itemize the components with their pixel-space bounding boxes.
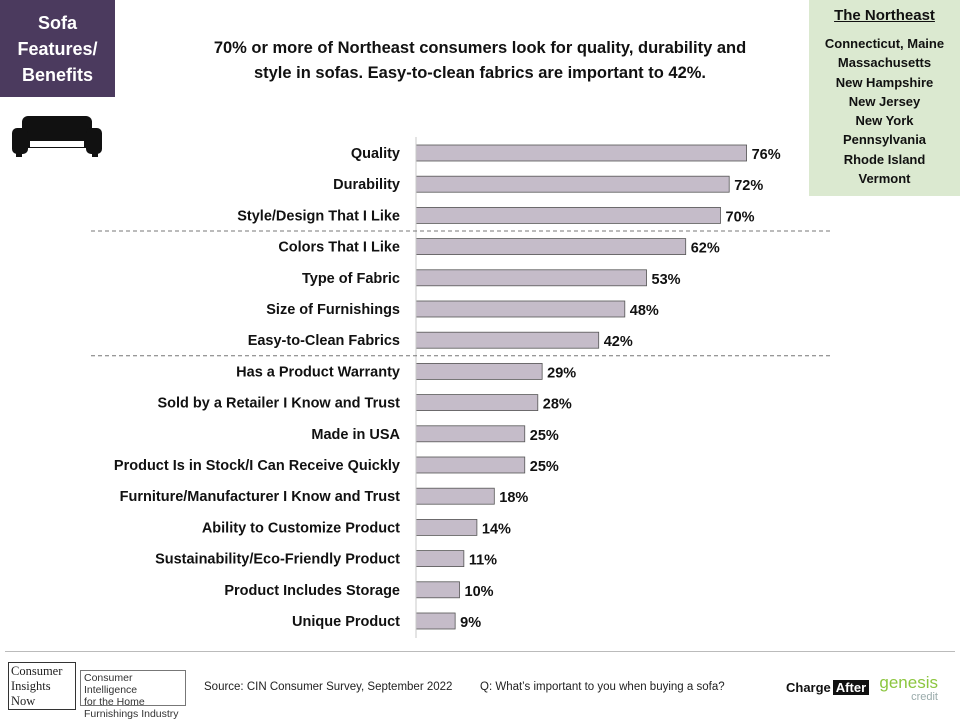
chargeafter-logo: Charge After — [786, 680, 870, 695]
category-label: Ability to Customize Product — [202, 520, 400, 536]
value-label: 14% — [482, 521, 511, 537]
category-label: Durability — [333, 177, 400, 193]
genesis-logo-part: genesis — [879, 673, 938, 692]
category-label: Colors That I Like — [278, 240, 400, 256]
region-state: Massachusetts — [837, 55, 932, 71]
region-state: Rhode Island — [843, 151, 926, 167]
source-note: Source: CIN Consumer Survey, September 2… — [204, 681, 453, 693]
category-label: Sold by a Retailer I Know and Trust — [157, 396, 400, 412]
genesis-logo: genesis credit — [876, 674, 938, 703]
bar — [415, 519, 478, 536]
category-label: Easy-to-Clean Fabrics — [248, 333, 400, 349]
value-label: 10% — [465, 584, 494, 600]
bar — [415, 487, 495, 505]
value-label: 70% — [726, 209, 755, 225]
region-state: Pennsylvania — [842, 132, 927, 148]
value-label: 25% — [530, 459, 559, 475]
value-label: 72% — [734, 178, 763, 194]
headline-line: style in sofas. Easy-to-clean fabrics ar… — [253, 64, 707, 82]
cin-logo-line: Consumer — [11, 664, 63, 678]
sofa-icon — [12, 116, 102, 157]
category-label: Size of Furnishings — [266, 302, 400, 318]
category-label: Quality — [351, 146, 400, 162]
chargeafter-logo-part: Charge — [786, 680, 831, 695]
page-title: 70% or more of Northeast consumers look … — [160, 36, 800, 86]
value-label: 53% — [652, 272, 681, 288]
value-label: 42% — [604, 334, 633, 350]
value-label: 29% — [547, 365, 576, 381]
section-tag-line: Benefits — [21, 64, 93, 85]
region-state: Vermont — [858, 171, 911, 187]
category-label: Type of Fabric — [302, 271, 400, 287]
category-label: Made in USA — [311, 427, 400, 443]
section-tag-line: Sofa — [37, 12, 77, 33]
section-tag-line: Features/ — [17, 38, 98, 59]
bar — [415, 550, 465, 567]
bar — [415, 362, 543, 380]
headline-line: 70% or more of Northeast consumers look … — [213, 39, 747, 57]
cin-tagline: Consumer Intelligence for the Home Furni… — [80, 670, 186, 720]
cin-tagline-line: for the Home — [84, 696, 145, 708]
chargeafter-logo-part: After — [832, 680, 870, 695]
region-state: Connecticut, Maine — [824, 36, 945, 51]
value-label: 9% — [460, 615, 481, 631]
section-tag: Sofa Features/ Benefits — [0, 0, 115, 97]
category-label: Unique Product — [292, 614, 400, 630]
bar — [415, 394, 539, 412]
region-state-list: Connecticut, Maine Massachusetts New Ham… — [809, 34, 960, 188]
value-label: 25% — [530, 428, 559, 444]
bar — [415, 581, 460, 599]
value-label: 11% — [469, 553, 497, 569]
bar — [415, 206, 721, 224]
bar — [415, 456, 526, 474]
region-box: The Northeast Connecticut, Maine Massach… — [809, 0, 960, 196]
bar — [415, 269, 647, 287]
category-label: Furniture/Manufacturer I Know and Trust — [120, 489, 401, 505]
value-label: 62% — [691, 241, 720, 257]
cin-tagline-line: Furnishings Industry — [84, 708, 179, 720]
bar — [415, 331, 600, 349]
region-state: New Hampshire — [835, 74, 934, 90]
category-label: Product Includes Storage — [224, 583, 400, 599]
bar — [415, 425, 526, 443]
footer-divider — [5, 651, 955, 652]
region-state: New Jersey — [848, 93, 921, 109]
bar — [415, 612, 456, 630]
bar — [415, 175, 730, 193]
cin-logo-line: Insights — [11, 679, 51, 693]
bar — [415, 144, 748, 162]
value-label: 48% — [630, 303, 659, 319]
cin-logo-line: Now — [11, 694, 36, 708]
category-label: Style/Design That I Like — [237, 208, 400, 224]
value-label: 28% — [543, 397, 572, 413]
value-label: 76% — [752, 147, 781, 163]
value-label: 18% — [499, 490, 528, 506]
bar — [415, 238, 687, 256]
category-label: Has a Product Warranty — [236, 364, 400, 380]
bar-chart: Quality 76% Durability 72% Style/Design That… — [91, 137, 830, 638]
region-state: New York — [855, 113, 914, 129]
genesis-logo-part: credit — [911, 691, 938, 703]
cin-tagline-line: Consumer Intelligence — [84, 672, 138, 696]
cin-logo: Consumer Insights Now — [8, 662, 76, 710]
category-label: Sustainability/Eco-Friendly Product — [155, 552, 400, 568]
region-title: The Northeast — [834, 7, 935, 24]
bar — [415, 300, 626, 318]
question-note: Q: What’s important to you when buying a… — [480, 681, 725, 693]
category-label: Product Is in Stock/I Can Receive Quickl… — [114, 458, 400, 474]
